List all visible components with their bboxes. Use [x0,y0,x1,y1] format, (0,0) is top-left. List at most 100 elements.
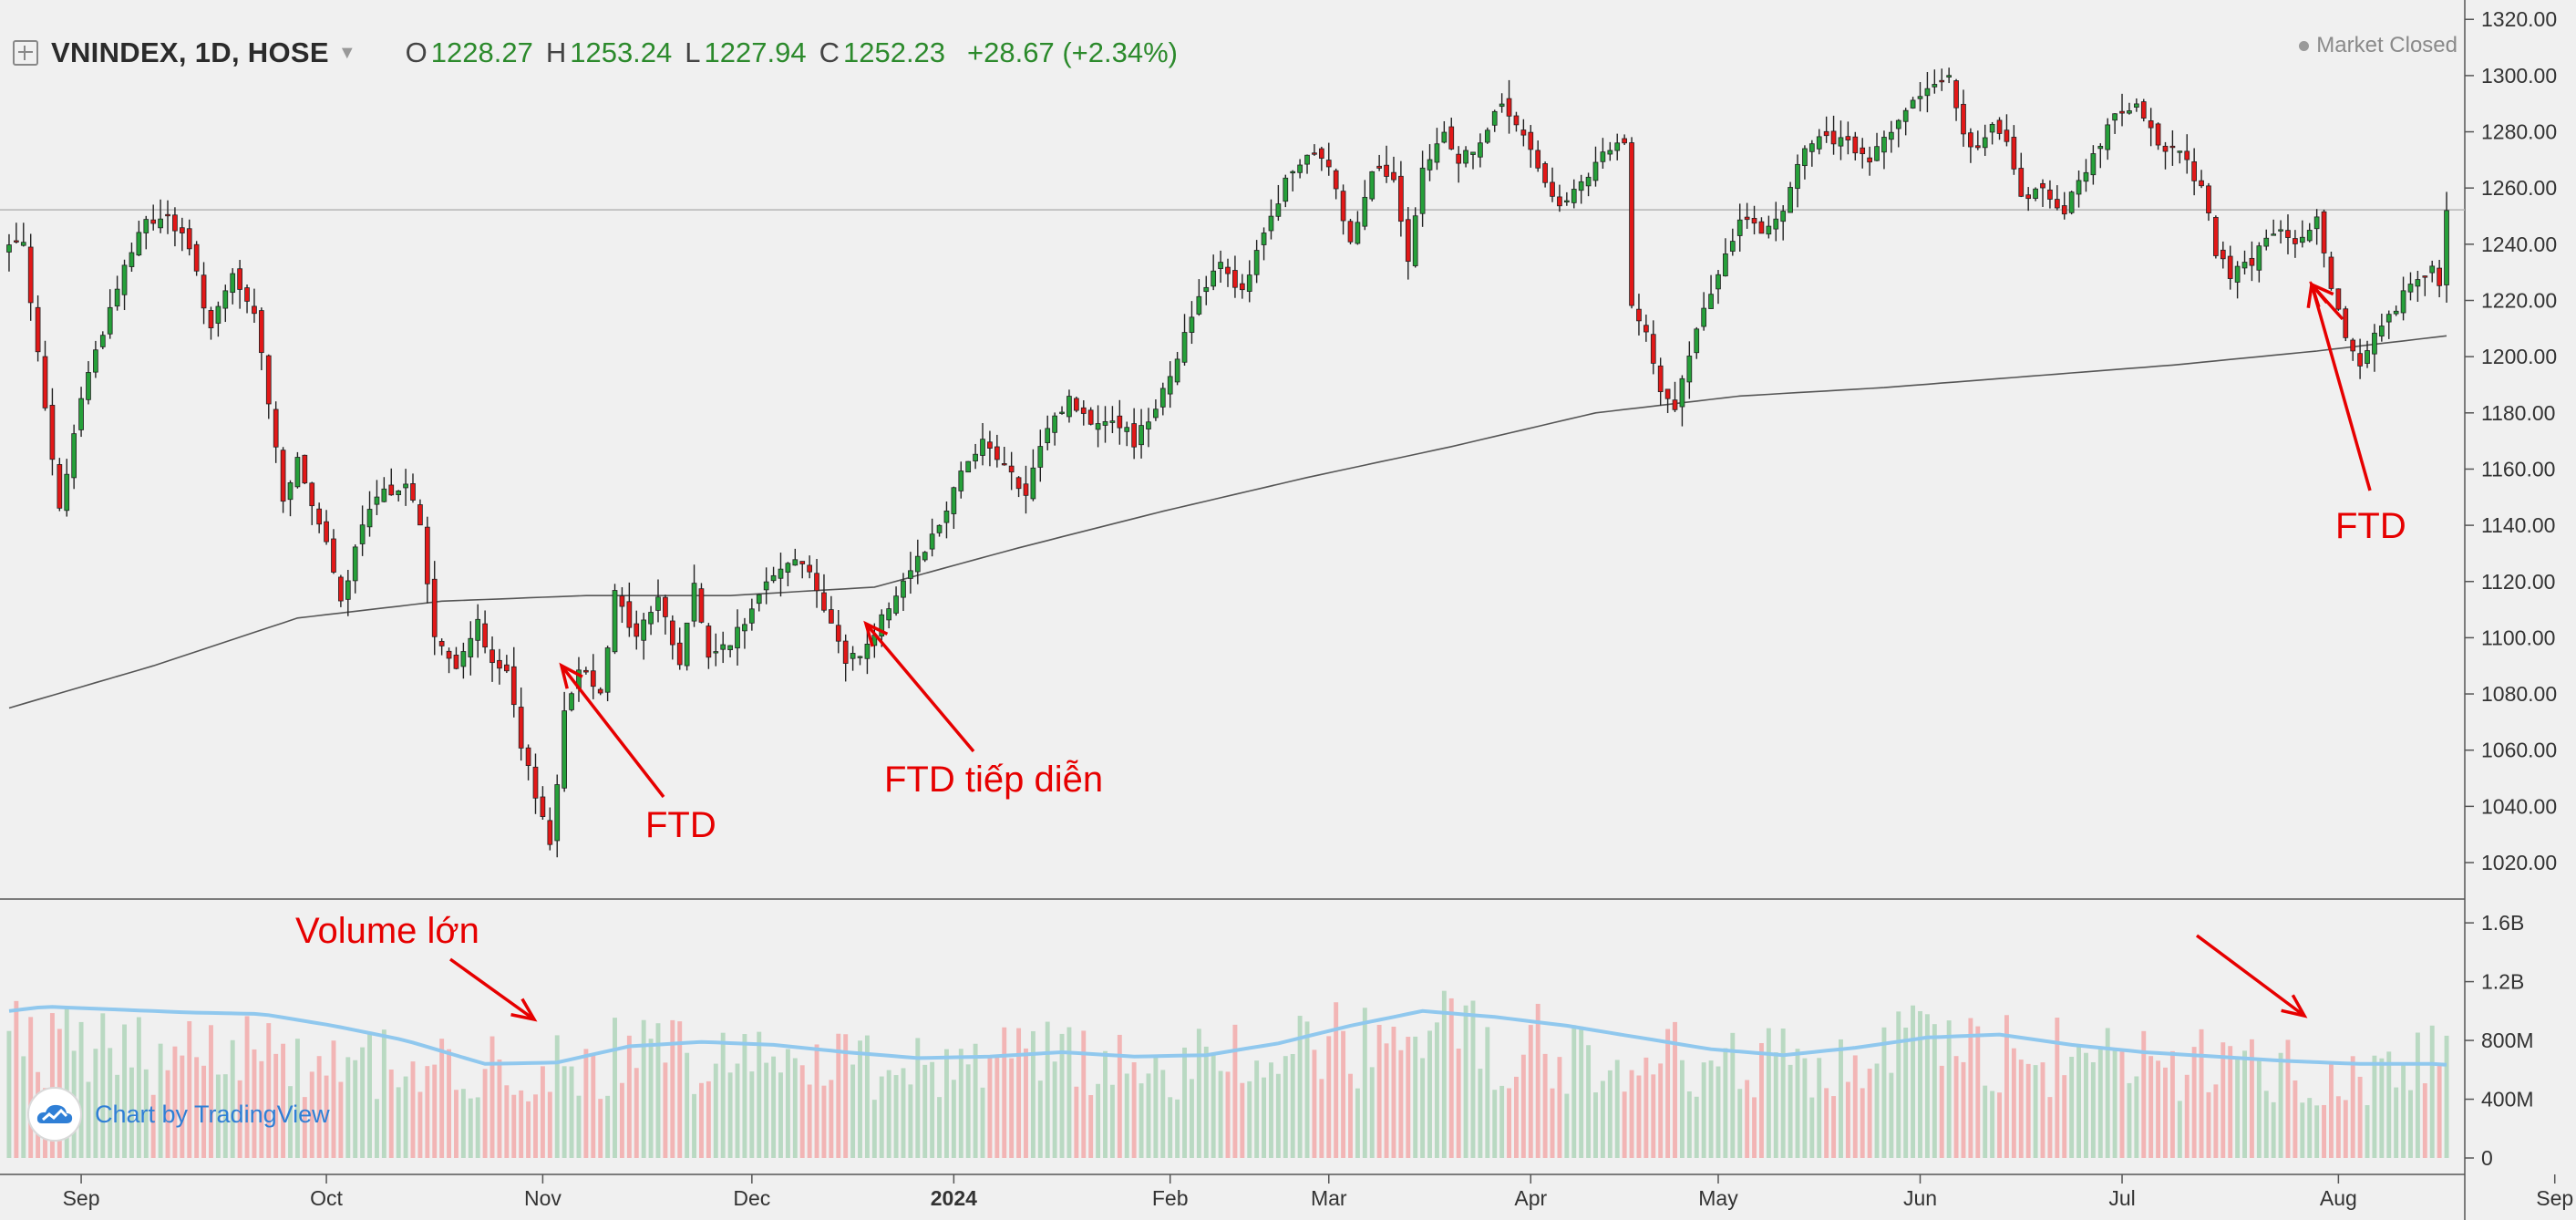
market-status: Market Closed [2299,33,2458,58]
volume-bar [28,1017,34,1158]
candle [770,574,777,582]
volume-bar [2127,1082,2132,1158]
volume-bar [1240,1082,1245,1158]
candle [1253,250,1260,275]
volume-bar [886,1070,891,1158]
volume-bar [908,1084,913,1158]
volume-ma-line [8,1005,2447,1067]
compare-plus-icon[interactable] [13,40,38,66]
candle [497,659,502,669]
volume-bar [302,1097,307,1158]
volume-bar [2293,1080,2298,1158]
annotation-arrow-shaft [2310,283,2344,321]
volume-bar [6,1030,12,1158]
volume-bar [1117,1034,1122,1158]
candle [518,707,524,749]
volume-bar [1773,1052,1778,1158]
candle [280,450,286,502]
volume-bar [2112,1049,2117,1158]
volume-bar [1030,1030,1036,1158]
candle [1318,148,1324,159]
candle [2400,290,2406,314]
volume-bar [569,1066,574,1158]
high-value: 1253.24 [570,36,673,68]
candle [201,274,207,309]
candle [1159,388,1166,408]
volume-bar [1997,1092,2002,1158]
volume-bar [1918,1010,1922,1158]
annotation-arrowhead [2309,281,2334,308]
candle [1513,115,1520,126]
candle [1924,88,1931,97]
volume-bar [519,1090,524,1158]
chevron-down-icon[interactable]: ▼ [337,42,356,63]
volume-bar [2184,1074,2190,1158]
volume-bar [994,1057,1000,1158]
volume-bar [699,1082,704,1158]
volume-bar [2314,1105,2320,1158]
tradingview-branding[interactable]: Chart by TradingView [27,1087,330,1142]
volume-bar [2271,1101,2276,1158]
volume-bar [230,1039,235,1158]
volume-bar [2119,1051,2125,1158]
volume-bar [1131,1062,1137,1158]
volume-bar [670,1019,675,1158]
candle [64,473,70,512]
candle [468,637,474,657]
volume-bar [1037,1080,1043,1158]
candle [396,491,402,495]
candle [1974,145,1981,149]
candle [1174,358,1180,383]
candle [388,484,395,496]
candle [2206,185,2211,213]
volume-bar [735,1063,740,1158]
candle [604,647,611,693]
candle [1838,137,1844,147]
volume-bar [1593,1092,1598,1158]
candle [1600,151,1606,162]
volume-bar [21,1056,26,1158]
price-tick-label: 1240.00 [2481,233,2557,256]
candle [1124,427,1130,432]
volume-bar [1470,1000,1476,1158]
candle [78,398,84,430]
volume-bar [1831,1096,1837,1158]
volume-bar [1096,1083,1101,1158]
candle [1304,154,1310,165]
candle [532,766,539,799]
candle [42,356,48,408]
candle [2415,279,2421,287]
volume-bar [1355,1088,1360,1158]
candle [1456,153,1462,164]
symbol-title[interactable]: VNINDEX, 1D, HOSE [51,36,329,68]
candle [1463,150,1468,164]
candle [1491,110,1498,126]
volume-bar [1254,1060,1260,1158]
volume-bar [1968,1018,1973,1158]
volume-bar [2256,1060,2262,1158]
candle [273,408,279,448]
candle [1297,164,1303,173]
price-tick-label: 1040.00 [2481,794,2557,818]
volume-bar [1182,1047,1187,1158]
volume-bar [2401,1065,2406,1158]
time-tick-label: Nov [524,1186,562,1210]
candle [1052,415,1057,433]
annotation-ftd-nov: FTD [645,805,716,845]
candle [1629,142,1634,306]
volume-bar [266,1023,272,1158]
volume-bar [1903,1028,1909,1158]
candle [1419,167,1426,214]
time-tick-label: Dec [733,1186,770,1210]
candle [1672,399,1678,410]
volume-bar [778,1072,783,1158]
candle [172,214,178,232]
volume-bar [1326,1036,1332,1158]
candle [179,227,185,233]
volume-bar [388,1069,394,1158]
candle [2011,137,2017,170]
candle [1830,130,1837,145]
candle [186,228,192,250]
